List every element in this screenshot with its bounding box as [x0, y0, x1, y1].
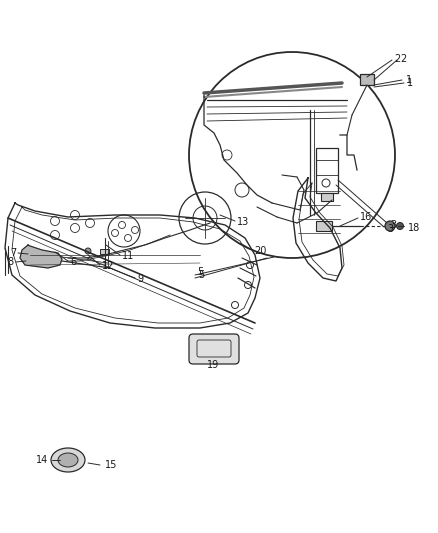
Text: 9: 9: [137, 274, 143, 284]
Text: 1: 1: [407, 78, 413, 88]
Text: 19: 19: [207, 360, 219, 370]
Text: 18: 18: [408, 223, 420, 233]
Text: 11: 11: [122, 251, 134, 261]
Text: 7: 7: [10, 248, 16, 258]
Polygon shape: [20, 245, 62, 268]
Text: 6: 6: [70, 257, 76, 267]
Text: 5: 5: [198, 270, 204, 280]
Ellipse shape: [51, 448, 85, 472]
Text: 12: 12: [102, 261, 114, 271]
Bar: [360, 74, 374, 85]
Text: 20: 20: [254, 246, 266, 256]
Text: 2: 2: [394, 54, 400, 64]
Bar: [316, 221, 332, 231]
Circle shape: [385, 221, 395, 231]
Circle shape: [85, 248, 91, 254]
Text: 13: 13: [237, 217, 249, 227]
Bar: [316, 148, 338, 193]
Text: 15: 15: [105, 460, 117, 470]
Circle shape: [396, 222, 403, 230]
Bar: [321, 193, 333, 201]
Text: 8: 8: [8, 257, 14, 267]
Text: 3: 3: [390, 220, 396, 230]
FancyBboxPatch shape: [189, 334, 239, 364]
Text: 16: 16: [360, 212, 372, 222]
Text: 3: 3: [387, 224, 393, 234]
Text: 1: 1: [406, 75, 412, 85]
Text: 14: 14: [36, 455, 48, 465]
Text: 5: 5: [197, 267, 203, 277]
Text: 2: 2: [400, 54, 406, 64]
Bar: [100, 249, 109, 254]
Ellipse shape: [58, 453, 78, 467]
